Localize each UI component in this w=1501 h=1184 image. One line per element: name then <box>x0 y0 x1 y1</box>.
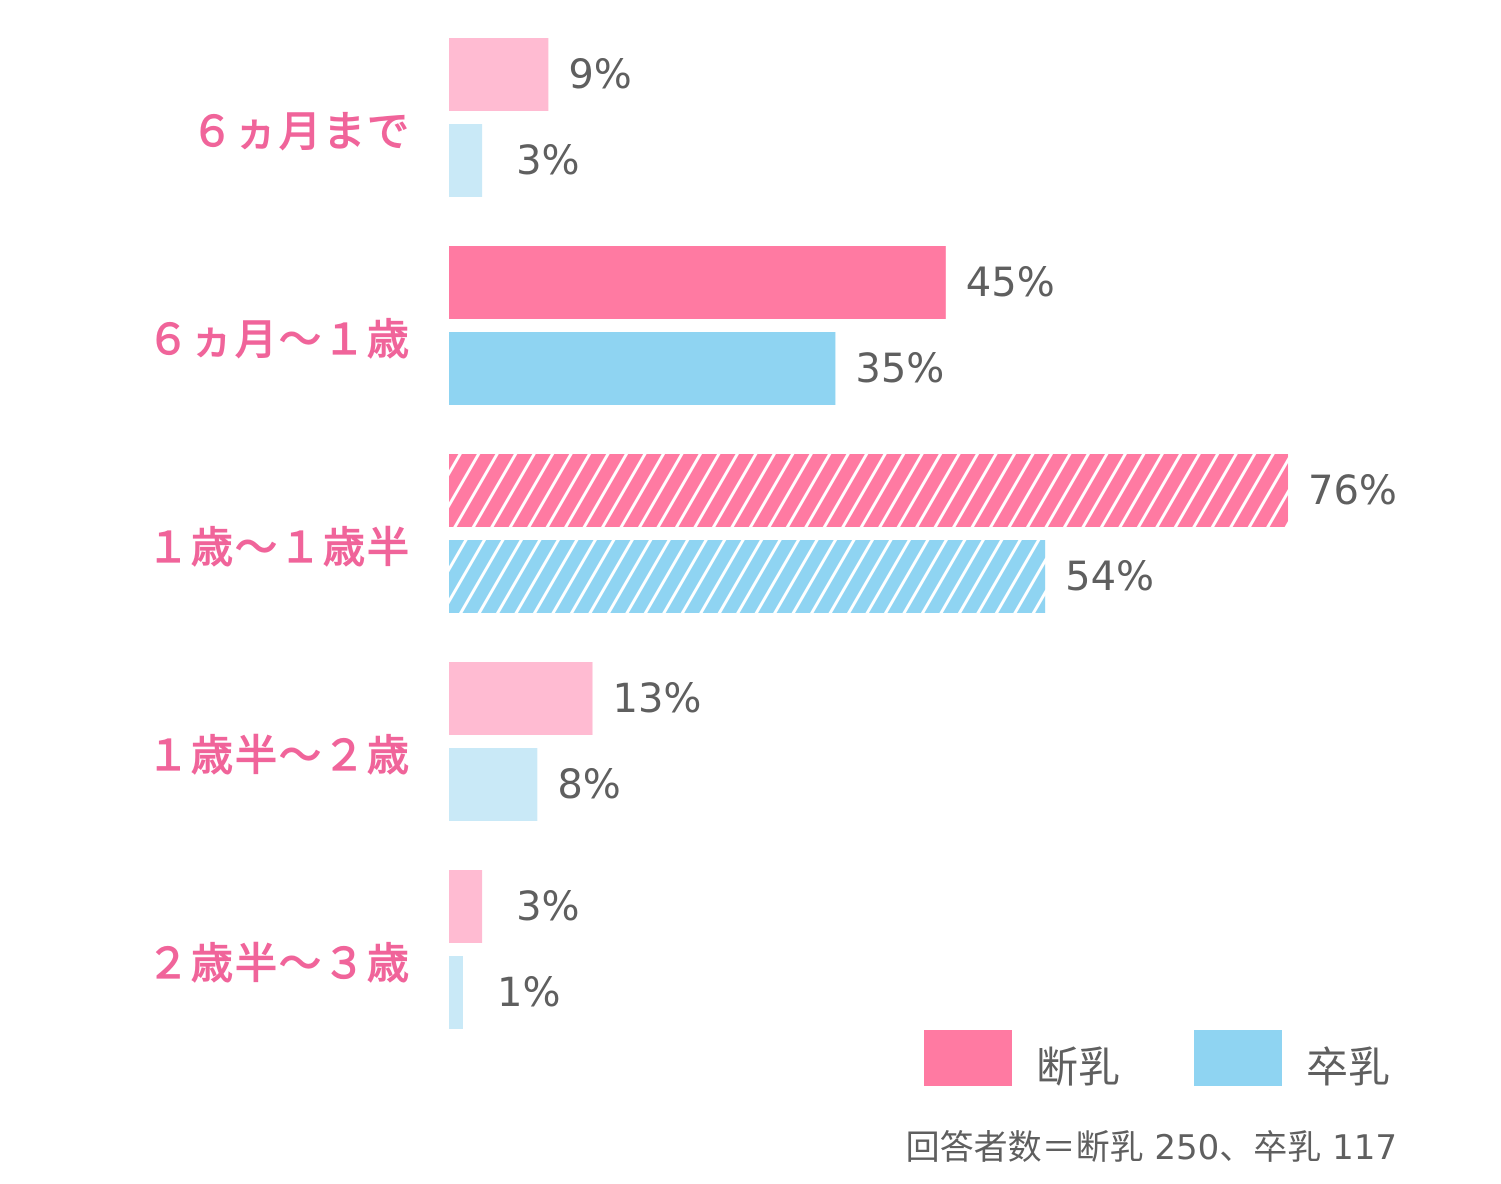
value-label: 1% <box>497 970 561 1016</box>
category-label: ２歳半～３歳 <box>146 939 411 988</box>
category-label: ６ヵ月まで <box>190 107 411 156</box>
bar-dannyu <box>449 38 549 111</box>
bar-sotsunyu <box>449 956 463 1029</box>
value-label: 3% <box>516 884 580 930</box>
bar-dannyu <box>449 870 483 943</box>
legend-label-sotsunyu: 卒乳 <box>1306 1043 1391 1092</box>
value-label: 45% <box>965 260 1055 306</box>
value-label: 76% <box>1308 468 1397 514</box>
legend-label-dannyu: 断乳 <box>1036 1043 1121 1092</box>
respondent-note: 回答者数＝断乳 250、卒乳 117 <box>905 1128 1397 1168</box>
bar-dannyu <box>449 246 946 319</box>
bar-sotsunyu <box>449 332 836 405</box>
value-label: 8% <box>557 762 621 808</box>
category-label: １歳半～２歳 <box>146 731 411 780</box>
value-label: 13% <box>612 676 702 722</box>
category-label: １歳～１歳半 <box>146 523 411 572</box>
bar-sotsunyu <box>449 540 1046 613</box>
legend-swatch-sotsunyu <box>1194 1030 1282 1086</box>
value-label: 35% <box>855 346 945 392</box>
category-label: ６ヵ月～１歳 <box>146 315 411 364</box>
value-label: 3% <box>516 138 580 184</box>
bar-dannyu <box>449 454 1289 527</box>
value-label: 54% <box>1065 554 1155 600</box>
bar-sotsunyu <box>449 124 483 197</box>
bar-sotsunyu <box>449 748 538 821</box>
bar-dannyu <box>449 662 593 735</box>
value-label: 9% <box>568 52 632 98</box>
bars-group <box>449 38 1289 1029</box>
legend-swatch-dannyu <box>924 1030 1012 1086</box>
